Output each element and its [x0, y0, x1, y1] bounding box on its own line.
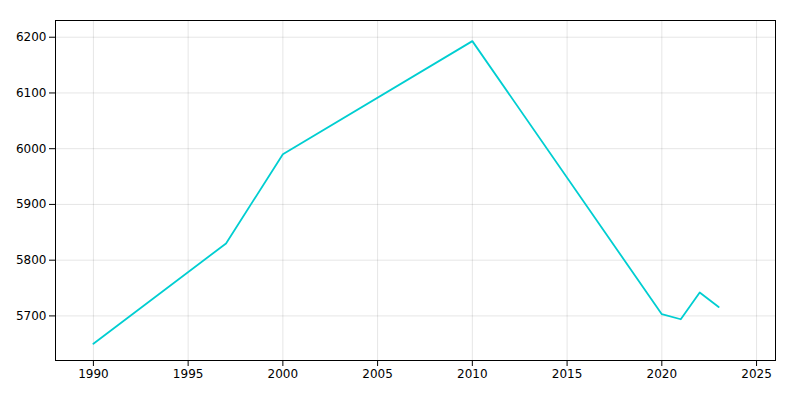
- svg-text:6100: 6100: [16, 86, 47, 100]
- svg-text:2010: 2010: [457, 367, 488, 381]
- svg-text:1990: 1990: [78, 367, 109, 381]
- svg-text:6000: 6000: [16, 142, 47, 156]
- svg-text:6200: 6200: [16, 30, 47, 44]
- svg-text:2015: 2015: [552, 367, 583, 381]
- svg-text:2005: 2005: [362, 367, 393, 381]
- svg-text:2025: 2025: [741, 367, 772, 381]
- svg-text:5800: 5800: [16, 253, 47, 267]
- svg-text:5900: 5900: [16, 197, 47, 211]
- svg-text:2000: 2000: [268, 367, 299, 381]
- svg-text:2020: 2020: [647, 367, 678, 381]
- svg-text:5700: 5700: [16, 309, 47, 323]
- svg-text:1995: 1995: [173, 367, 204, 381]
